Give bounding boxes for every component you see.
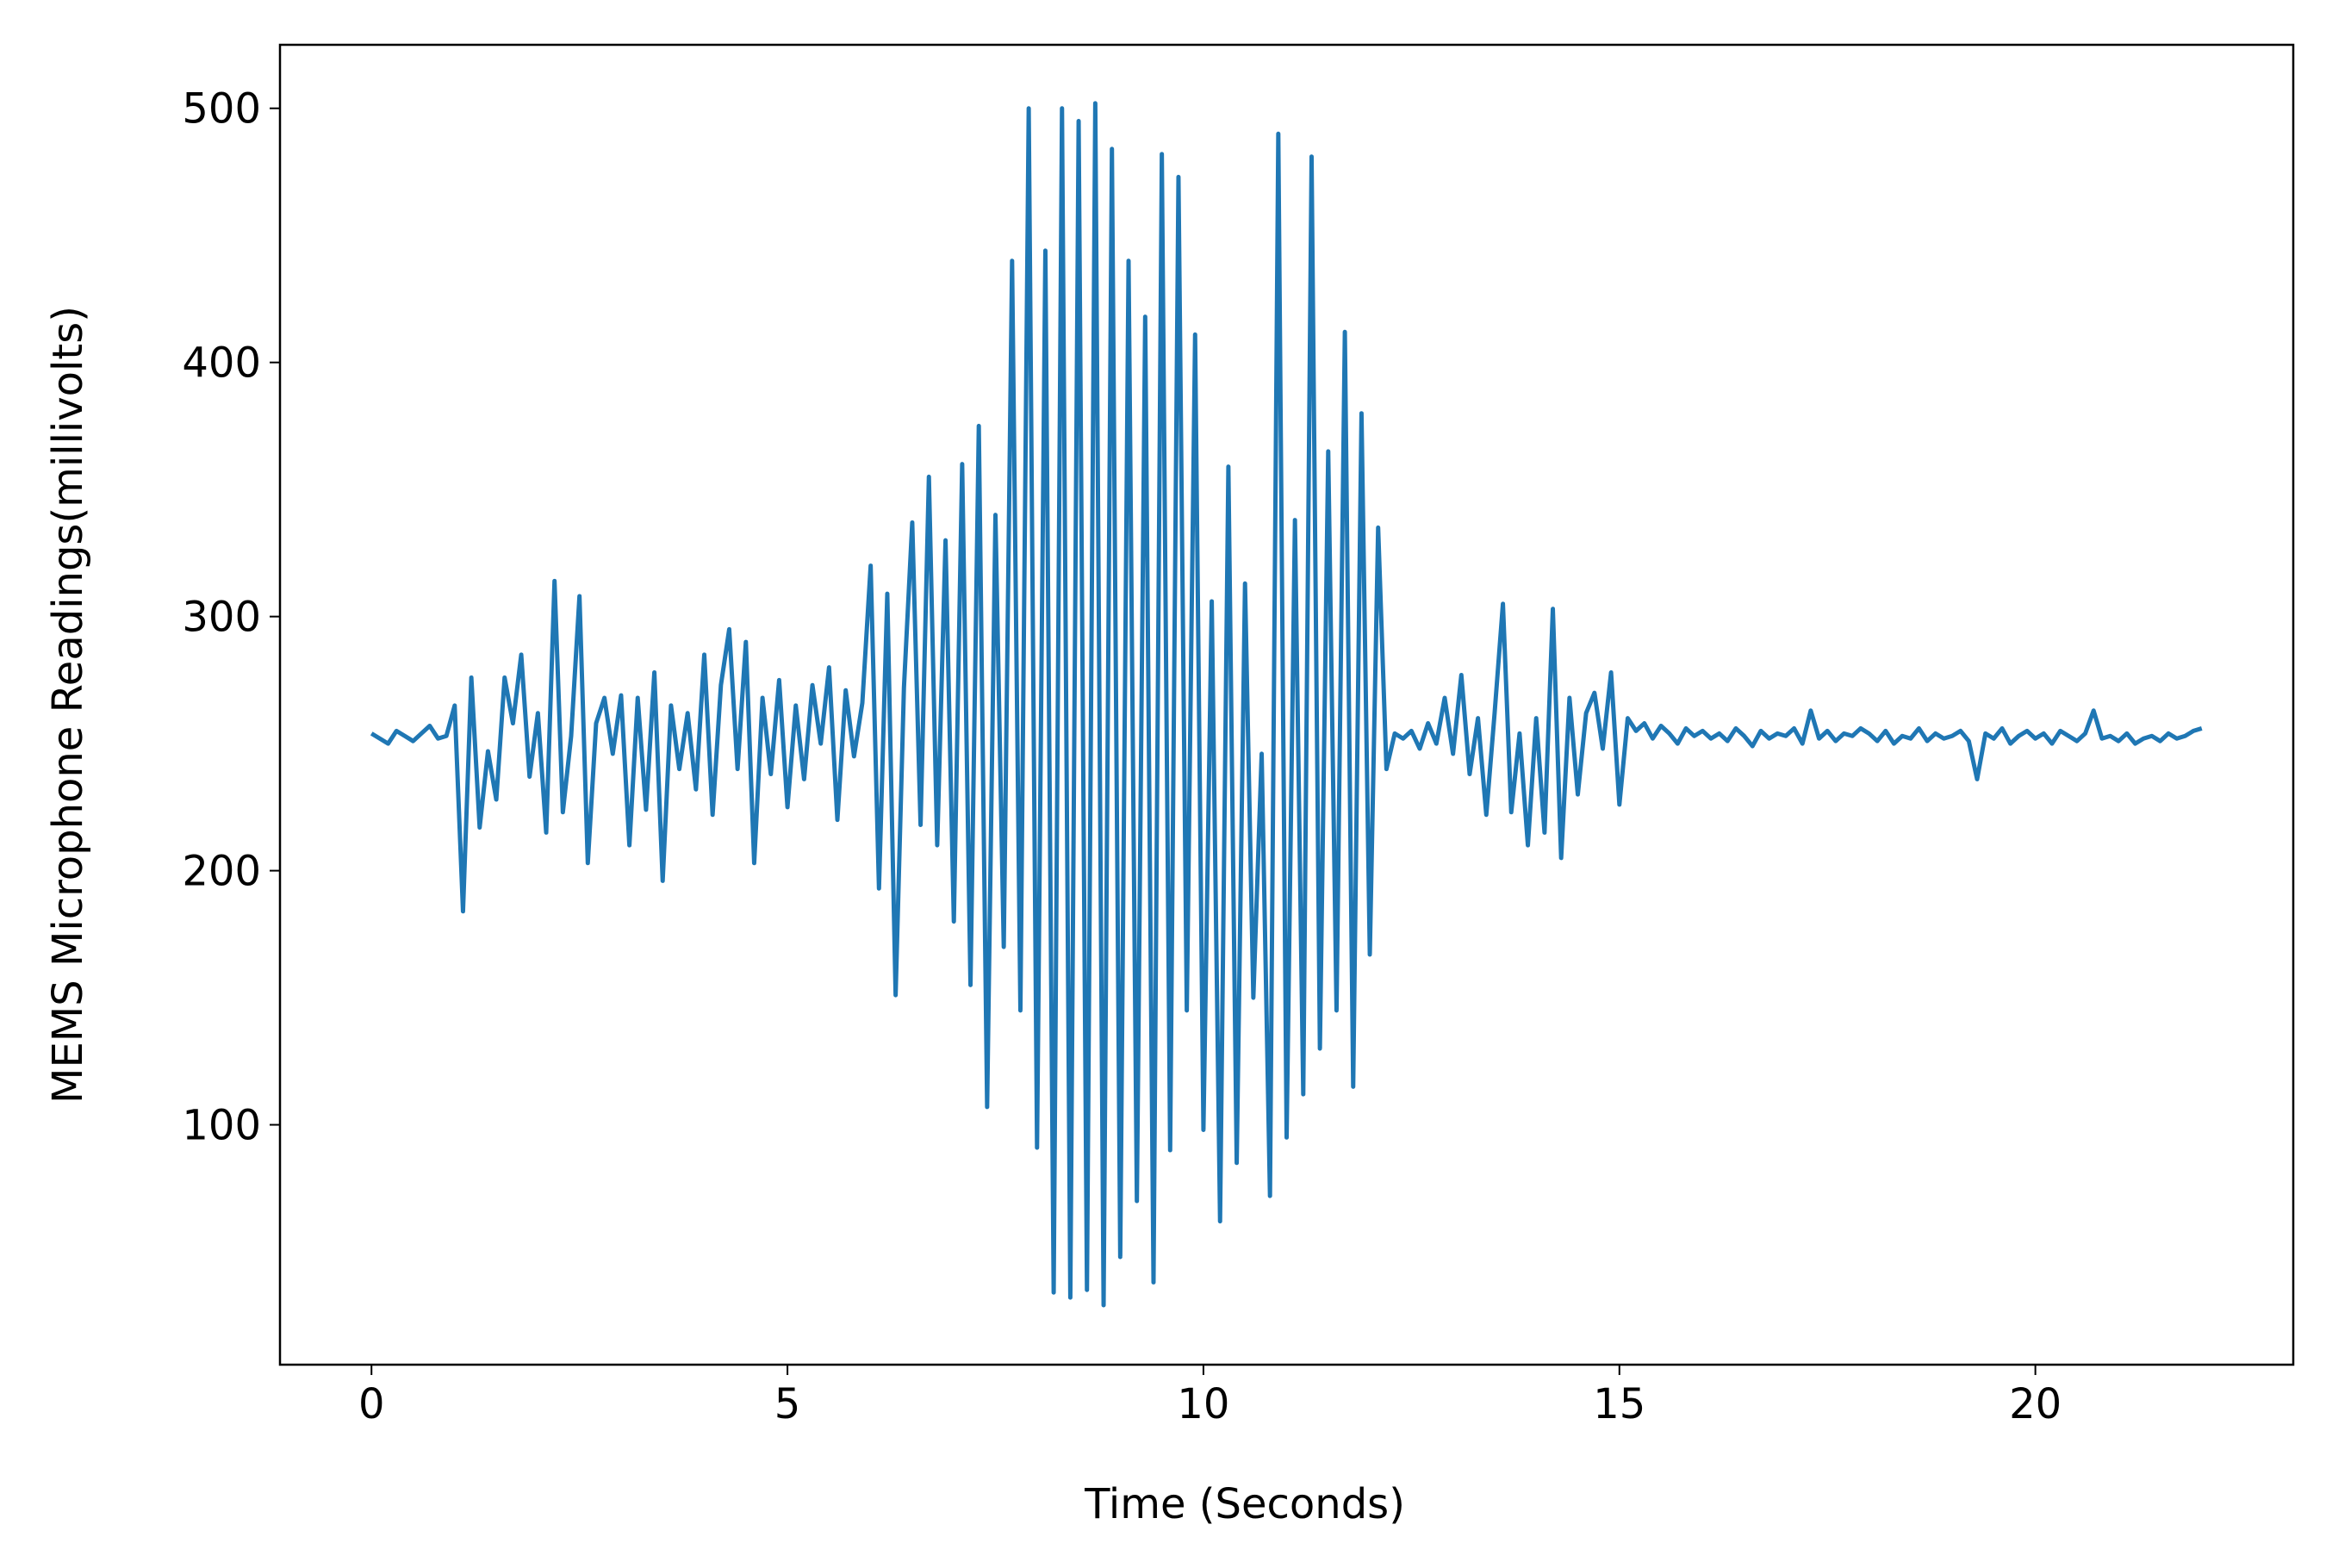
y-tick-label: 400: [182, 339, 261, 388]
y-tick-label: 500: [182, 85, 261, 134]
y-tick-label: 200: [182, 848, 261, 896]
y-tick-label: 100: [182, 1102, 261, 1150]
x-tick-label: 15: [1593, 1380, 1645, 1428]
x-tick-label: 20: [2009, 1380, 2062, 1428]
x-tick-label: 10: [1177, 1380, 1229, 1428]
x-tick-label: 5: [774, 1380, 801, 1428]
y-tick-label: 300: [182, 594, 261, 642]
plot-frame: [278, 43, 2295, 1366]
data-line: [370, 101, 2203, 1308]
y-axis-label: MEMS Microphone Readings(millivolts): [44, 306, 92, 1104]
x-axis-label: Time (Seconds): [1084, 1480, 1405, 1528]
x-tick-label: 0: [358, 1380, 385, 1428]
